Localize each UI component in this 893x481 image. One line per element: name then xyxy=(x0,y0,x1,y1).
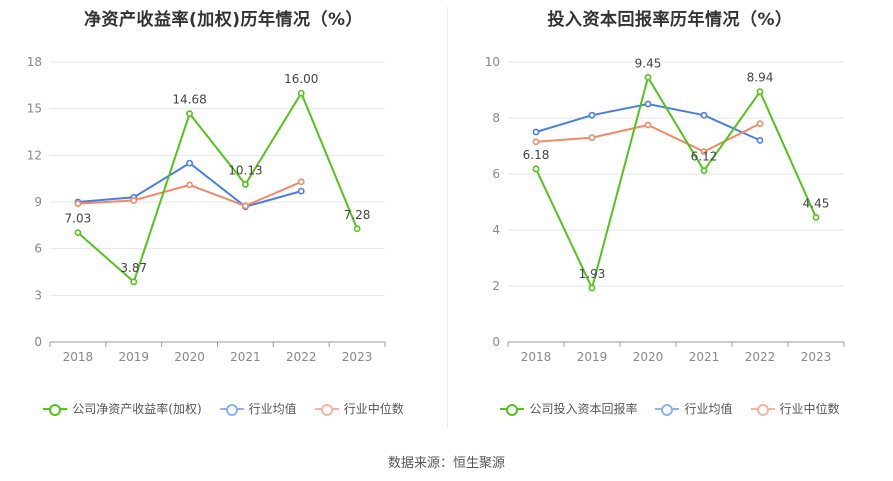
x-tick-label: 2020 xyxy=(174,350,205,364)
data-label: 7.03 xyxy=(65,212,92,226)
series-line xyxy=(77,90,359,284)
legend-item-industry-mean[interactable]: 行业均值 xyxy=(655,400,733,417)
x-tick-label: 2019 xyxy=(118,350,149,364)
legend-label: 行业均值 xyxy=(684,402,733,416)
data-label: 6.12 xyxy=(691,150,718,164)
data-point xyxy=(297,187,305,195)
data-point xyxy=(532,165,540,173)
x-tick-label: 2023 xyxy=(342,350,373,364)
roic-line-chart: 0 2 4 6 8 10 2018 2019 2020 2021 2022 2023 6.18 1.93 9… xyxy=(485,55,845,364)
legend-marker-icon xyxy=(43,403,68,416)
data-point xyxy=(588,111,596,119)
y-tick-label: 9 xyxy=(34,195,42,209)
y-tick-label: 8 xyxy=(492,111,500,125)
data-point xyxy=(74,200,82,207)
legend-item-industry-median[interactable]: 行业中位数 xyxy=(314,400,404,417)
legend-marker-icon xyxy=(314,403,339,416)
data-point xyxy=(297,89,305,97)
data-point xyxy=(700,111,708,119)
roe-line-chart: 0 3 6 9 12 15 18 2018 2019 2020 2021 2022 2023 7.03 3.… xyxy=(27,55,386,364)
data-point xyxy=(700,167,708,175)
data-point xyxy=(588,284,596,292)
data-point xyxy=(756,136,764,144)
data-point xyxy=(532,138,540,146)
data-label: 16.00 xyxy=(284,72,318,86)
legend-label: 行业中位数 xyxy=(779,402,840,416)
roe-chart-panel: 净资产收益率(加权)历年情况（%） 0 3 6 9 12 15 18 2018 2019 2020… xyxy=(0,0,447,430)
data-label: 8.94 xyxy=(747,71,774,85)
legend-item-industry-median[interactable]: 行业中位数 xyxy=(750,400,840,417)
data-point xyxy=(756,88,764,96)
chart-legend: 公司投入资本回报率 行业均值 行业中位数 xyxy=(447,400,893,417)
x-tick-label: 2018 xyxy=(521,350,552,364)
x-tick-label: 2018 xyxy=(63,350,94,364)
y-tick-label: 4 xyxy=(492,223,500,237)
legend-label: 公司投入资本回报率 xyxy=(529,402,638,416)
data-label: 10.13 xyxy=(228,163,262,177)
data-point xyxy=(130,278,138,286)
data-label: 14.68 xyxy=(172,93,206,107)
data-point xyxy=(532,128,540,136)
data-point xyxy=(644,74,652,81)
y-tick-label: 15 xyxy=(27,102,42,116)
y-tick-label: 12 xyxy=(27,148,42,162)
chart-legend: 公司净资产收益率(加权) 行业均值 行业中位数 xyxy=(0,400,447,417)
legend-item-industry-mean[interactable]: 行业均值 xyxy=(219,400,297,417)
legend-marker-icon xyxy=(500,403,525,416)
data-label: 4.45 xyxy=(803,196,830,210)
y-tick-label: 0 xyxy=(492,335,500,349)
data-point xyxy=(644,121,652,129)
data-point xyxy=(130,197,138,204)
roic-chart-panel: 投入资本回报率历年情况（%） 0 2 4 6 8 10 2018 2019 2020 2021 20… xyxy=(447,0,893,430)
x-tick-label: 2023 xyxy=(801,350,832,364)
x-tick-label: 2021 xyxy=(689,350,720,364)
x-tick-label: 2022 xyxy=(745,350,776,364)
legend-label: 行业均值 xyxy=(248,402,297,416)
data-point xyxy=(297,178,305,186)
data-point xyxy=(186,110,193,118)
y-tick-label: 2 xyxy=(492,279,500,293)
legend-label: 公司净资产收益率(加权) xyxy=(72,402,202,416)
legend-item-company[interactable]: 公司净资产收益率(加权) xyxy=(43,400,202,417)
data-label: 3.87 xyxy=(120,261,147,275)
legend-marker-icon xyxy=(655,403,680,416)
data-label: 1.93 xyxy=(579,267,606,281)
y-tick-label: 10 xyxy=(485,55,500,69)
legend-marker-icon xyxy=(219,403,244,416)
data-point xyxy=(812,213,820,221)
data-label: 9.45 xyxy=(635,56,662,70)
data-point xyxy=(588,134,596,141)
data-point xyxy=(186,181,193,189)
legend-label: 行业中位数 xyxy=(343,402,404,416)
legend-item-company[interactable]: 公司投入资本回报率 xyxy=(500,400,637,417)
x-tick-label: 2019 xyxy=(577,350,608,364)
legend-marker-icon xyxy=(750,403,775,416)
data-label: 7.28 xyxy=(344,208,371,222)
data-point xyxy=(644,100,652,108)
series-line xyxy=(535,74,817,291)
y-tick-label: 18 xyxy=(27,55,42,69)
y-tick-label: 6 xyxy=(34,242,42,256)
y-tick-label: 3 xyxy=(34,288,42,302)
data-label: 6.18 xyxy=(523,148,550,162)
data-point xyxy=(700,148,708,155)
data-point xyxy=(186,159,193,167)
x-tick-label: 2022 xyxy=(286,350,317,364)
chart-title: 净资产收益率(加权)历年情况（%） xyxy=(83,10,364,30)
y-tick-label: 6 xyxy=(492,167,500,181)
data-point xyxy=(74,229,82,237)
data-point xyxy=(756,120,764,127)
data-point xyxy=(353,225,361,233)
chart-title: 投入资本回报率历年情况（%） xyxy=(547,10,793,30)
x-tick-label: 2021 xyxy=(230,350,261,364)
panel-divider xyxy=(447,6,448,428)
data-source-note: 数据来源：恒生聚源 xyxy=(387,456,505,471)
y-tick-label: 0 xyxy=(34,335,42,349)
data-point xyxy=(242,202,249,210)
x-tick-label: 2020 xyxy=(633,350,664,364)
data-point xyxy=(242,181,249,188)
